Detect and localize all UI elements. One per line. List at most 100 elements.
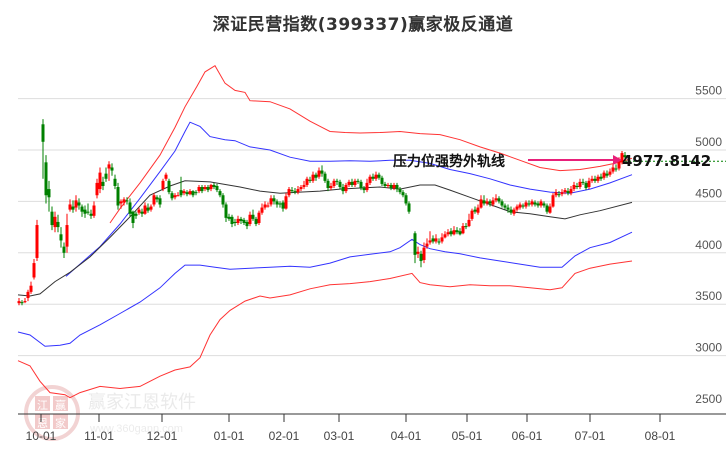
candle	[161, 180, 165, 190]
candle	[551, 195, 555, 207]
x-tick-label: 05-01	[452, 429, 483, 443]
candle	[380, 177, 384, 184]
candle	[113, 178, 117, 186]
candle	[311, 174, 315, 181]
candle	[65, 225, 69, 247]
candle	[404, 195, 408, 204]
candle	[428, 240, 432, 243]
candle	[620, 153, 624, 163]
candle	[599, 176, 603, 179]
candle	[512, 209, 516, 214]
candle	[287, 189, 291, 196]
candle	[164, 174, 168, 179]
candle	[560, 192, 564, 195]
candle	[236, 218, 240, 223]
candle	[140, 211, 144, 214]
y-tick-label: 3000	[695, 341, 722, 355]
arrow-icon	[528, 155, 622, 165]
candle	[497, 198, 501, 202]
candle	[20, 302, 24, 304]
candle	[308, 179, 312, 181]
candle	[134, 213, 138, 216]
candle	[41, 124, 45, 142]
candle	[530, 201, 534, 205]
candle	[32, 263, 36, 278]
candle	[605, 173, 609, 176]
candle	[149, 206, 153, 210]
candle	[563, 190, 567, 193]
candle	[503, 205, 507, 208]
candle	[488, 201, 492, 204]
candle	[347, 181, 351, 185]
candle	[155, 197, 159, 200]
y-axis-labels: 5500 5000 4500 4000 3500 3000 2500	[695, 84, 722, 406]
candle	[17, 301, 21, 304]
candle	[500, 201, 504, 206]
candle	[518, 204, 522, 208]
candle	[416, 251, 420, 254]
candle	[596, 176, 600, 181]
candlesticks	[17, 119, 627, 306]
candle	[251, 214, 255, 219]
candle	[533, 202, 537, 205]
svg-text:赢: 赢	[55, 398, 66, 412]
candle	[467, 219, 471, 227]
candle	[548, 206, 552, 213]
candle	[542, 203, 546, 206]
candle	[440, 237, 444, 242]
y-tick-label: 4000	[695, 238, 722, 252]
candle	[344, 184, 348, 192]
candle	[35, 225, 39, 258]
candle	[152, 195, 156, 205]
y-tick-label: 3500	[695, 289, 722, 303]
candle	[281, 202, 285, 209]
candle	[395, 184, 399, 190]
y-tick-label: 2500	[695, 392, 722, 406]
gridlines	[18, 98, 726, 357]
candle	[473, 209, 477, 212]
candle	[389, 184, 393, 189]
candle	[218, 191, 222, 196]
watermark-logo-icon	[24, 385, 80, 441]
candle	[368, 176, 372, 183]
candle	[506, 207, 510, 210]
candle	[554, 192, 558, 196]
candle	[299, 187, 303, 190]
x-tick-label: 07-01	[575, 429, 606, 443]
candle	[443, 234, 447, 238]
candle	[338, 181, 342, 188]
candle	[485, 201, 489, 204]
x-tick-label: 11-01	[84, 429, 114, 443]
candle	[527, 203, 531, 205]
candle	[278, 203, 282, 205]
candle	[98, 172, 102, 190]
candle	[578, 181, 582, 188]
x-tick-label: 10-01	[26, 429, 57, 443]
candle	[227, 216, 231, 219]
candle	[29, 285, 33, 292]
x-tick-label: 03-01	[324, 429, 355, 443]
candle	[491, 200, 495, 205]
candle	[125, 200, 129, 202]
candle	[401, 192, 405, 196]
candle	[320, 170, 324, 174]
candle	[248, 214, 252, 225]
candle	[314, 174, 318, 178]
mid-line-line	[17, 180, 633, 297]
candle	[374, 174, 378, 179]
candle	[245, 221, 249, 227]
candle	[296, 189, 300, 193]
candle	[224, 204, 228, 218]
candle	[536, 203, 540, 206]
candle	[122, 199, 126, 203]
candle	[392, 184, 396, 189]
candle	[350, 181, 354, 185]
candle	[206, 187, 210, 191]
candle	[110, 167, 114, 171]
candle	[398, 189, 402, 193]
candle	[83, 209, 87, 214]
chart-title: 深证民营指数(399337)赢家极反通道	[212, 15, 514, 35]
x-tick-label: 06-01	[512, 429, 543, 443]
candle	[230, 216, 234, 225]
